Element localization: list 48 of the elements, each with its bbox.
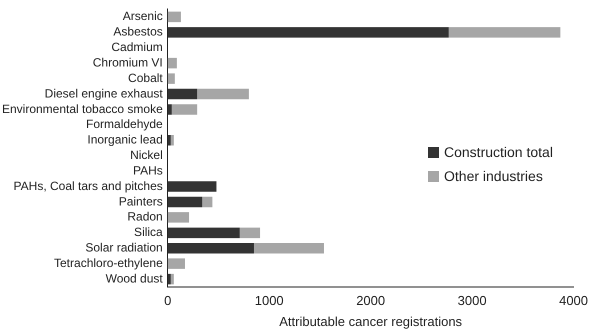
x-tick-label: 0 <box>164 293 172 308</box>
y-tick-label: Asbestos <box>113 24 163 39</box>
bar <box>202 196 212 208</box>
y-tick-label: Tetrachloro-ethylene <box>54 256 164 270</box>
y-tick-label: PAHs <box>132 163 163 178</box>
bar <box>168 274 171 284</box>
bar <box>168 12 181 22</box>
y-tick-label: Arsenic <box>122 9 163 24</box>
x-tick-label: 2000 <box>356 293 386 308</box>
x-axis-title: Attributable cancer registrations <box>279 314 463 329</box>
bar <box>168 196 202 208</box>
bar <box>254 243 324 254</box>
x-tick-label: 4000 <box>559 293 588 308</box>
bar <box>168 27 449 38</box>
y-tick-label: Wood dust <box>106 271 164 286</box>
bar <box>197 88 249 100</box>
bar <box>168 181 216 192</box>
bar <box>168 58 177 68</box>
y-tick-label: Cobalt <box>128 70 164 85</box>
x-tick-label: 3000 <box>458 293 487 308</box>
bar <box>168 243 254 254</box>
bar <box>240 228 260 238</box>
bar <box>168 104 172 115</box>
bar <box>168 73 175 84</box>
y-tick-label: Inorganic lead <box>87 132 163 147</box>
bar <box>168 212 190 223</box>
y-tick-label: Cadmium <box>111 40 163 54</box>
bar <box>168 258 185 269</box>
y-tick-label: Radon <box>127 210 163 224</box>
bar <box>170 135 174 146</box>
legend-label: Construction total <box>444 144 553 160</box>
y-tick-label: Painters <box>118 194 163 208</box>
y-tick-label: Nickel <box>130 148 163 162</box>
x-tick-label: 1000 <box>254 293 284 308</box>
y-tick-label: Environmental tobacco smoke <box>2 102 164 116</box>
bar <box>172 104 198 115</box>
bar <box>168 228 240 238</box>
bar <box>170 274 174 284</box>
y-tick-label: PAHs, Coal tars and pitches <box>14 178 163 193</box>
y-tick-label: Solar radiation <box>85 240 163 255</box>
bar <box>448 27 560 38</box>
legend-label: Other industries <box>444 168 543 184</box>
bar <box>168 135 171 146</box>
y-tick-label: Silica <box>134 225 164 240</box>
y-tick-label: Diesel engine exhaust <box>44 86 164 100</box>
bar <box>168 88 198 100</box>
y-tick-label: Formaldehyde <box>86 117 164 132</box>
y-tick-label: Chromium VI <box>92 55 163 70</box>
